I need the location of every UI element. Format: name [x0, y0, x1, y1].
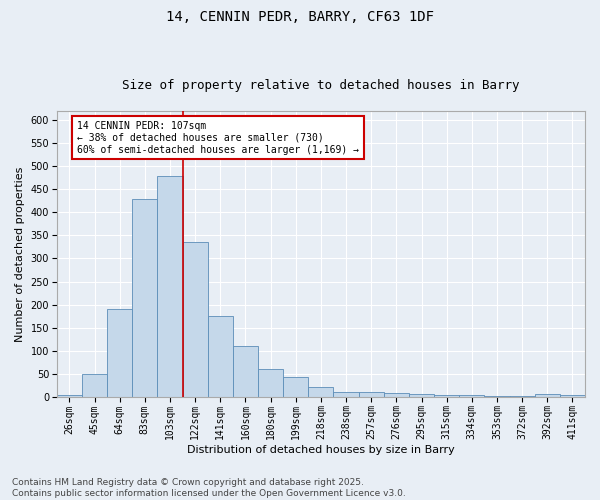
Title: Size of property relative to detached houses in Barry: Size of property relative to detached ho…: [122, 79, 520, 92]
Bar: [359, 392, 384, 396]
Bar: [384, 394, 409, 396]
Bar: [334, 392, 359, 396]
Bar: [107, 309, 132, 396]
Bar: [459, 395, 484, 396]
Bar: [409, 394, 434, 396]
Text: Contains HM Land Registry data © Crown copyright and database right 2025.
Contai: Contains HM Land Registry data © Crown c…: [12, 478, 406, 498]
Bar: [233, 346, 258, 397]
Bar: [182, 242, 208, 396]
Bar: [434, 395, 459, 396]
Bar: [82, 374, 107, 396]
Bar: [157, 176, 182, 396]
Bar: [283, 377, 308, 396]
Bar: [57, 395, 82, 396]
Y-axis label: Number of detached properties: Number of detached properties: [15, 166, 25, 342]
Bar: [258, 369, 283, 396]
Bar: [560, 395, 585, 396]
Bar: [535, 394, 560, 396]
Bar: [308, 387, 334, 396]
X-axis label: Distribution of detached houses by size in Barry: Distribution of detached houses by size …: [187, 445, 455, 455]
Text: 14 CENNIN PEDR: 107sqm
← 38% of detached houses are smaller (730)
60% of semi-de: 14 CENNIN PEDR: 107sqm ← 38% of detached…: [77, 122, 359, 154]
Text: 14, CENNIN PEDR, BARRY, CF63 1DF: 14, CENNIN PEDR, BARRY, CF63 1DF: [166, 10, 434, 24]
Bar: [132, 198, 157, 396]
Bar: [208, 316, 233, 396]
